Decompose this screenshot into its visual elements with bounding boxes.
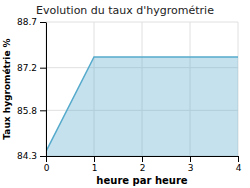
tick-label: 84.3 <box>17 151 37 161</box>
tick-label: 3 <box>188 163 194 173</box>
x-axis-title: heure par heure <box>96 175 187 186</box>
tick-label: 85.8 <box>17 106 37 116</box>
marks <box>46 57 238 156</box>
y-axis-title: Taux hygrométrie % <box>2 38 12 139</box>
grid-line <box>46 22 238 23</box>
tick: 88.7 <box>17 17 46 27</box>
tick-mark <box>40 68 46 69</box>
chart: 0 1 2 3 4 84.3 85.8 87.2 88.7Evolution du taux d… <box>0 0 250 188</box>
plot: 0 1 2 3 4 84.3 85.8 87.2 88.7 <box>17 17 242 173</box>
tick-mark <box>46 156 47 162</box>
tick-mark <box>40 22 46 23</box>
tick-mark <box>238 156 239 162</box>
tick-label: 88.7 <box>17 17 37 27</box>
tick-label: 87.2 <box>17 63 37 73</box>
tick: 84.3 <box>17 151 46 161</box>
tick: 3 <box>188 156 194 173</box>
tick: 4 <box>236 156 242 173</box>
tick-mark <box>40 110 46 111</box>
line <box>46 57 238 151</box>
tick-label: 1 <box>92 163 98 173</box>
tick-mark <box>40 156 46 157</box>
tick-label: 2 <box>140 163 146 173</box>
chart-container: 0 1 2 3 4 84.3 85.8 87.2 88.7Evolution du taux d… <box>0 0 250 188</box>
grid <box>46 22 238 156</box>
tick: 85.8 <box>17 106 46 116</box>
tick: 2 <box>140 156 146 173</box>
tick-label: 4 <box>236 163 242 173</box>
tick-mark <box>142 156 143 162</box>
y-axis: 84.3 85.8 87.2 88.7 <box>17 17 47 161</box>
tick-mark <box>190 156 191 162</box>
axis-line <box>46 23 47 157</box>
title: Evolution du taux d'hygrométrie <box>36 4 214 17</box>
tick: 1 <box>92 156 98 173</box>
tick: 87.2 <box>17 63 46 73</box>
x-axis: 0 1 2 3 4 <box>44 156 242 173</box>
tick: 0 <box>44 156 50 173</box>
grid-line <box>46 22 47 156</box>
tick-label: 0 <box>44 163 50 173</box>
tick-mark <box>94 156 95 162</box>
area <box>46 57 238 156</box>
